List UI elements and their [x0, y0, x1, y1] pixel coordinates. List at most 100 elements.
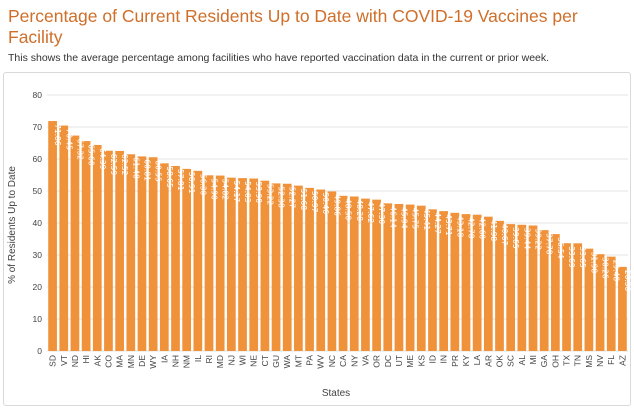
data-label: 53.22 — [265, 184, 274, 206]
data-label: 50.97 — [310, 191, 319, 213]
data-label: 47.30 — [377, 203, 386, 225]
y-tick-label: 60 — [33, 154, 43, 164]
bar-sc — [506, 224, 516, 351]
bar-il — [193, 170, 203, 351]
data-label: 62.59 — [109, 154, 118, 176]
data-label: 49.86 — [332, 194, 341, 216]
bar-ga — [539, 230, 549, 351]
bar-tn — [573, 243, 583, 351]
data-label: 48.50 — [344, 199, 353, 221]
x-tick-label: PR — [450, 355, 460, 367]
x-tick-label: KY — [461, 355, 471, 367]
y-tick-label: 50 — [33, 186, 43, 196]
x-tick-label: CA — [338, 355, 348, 367]
data-label: 42.78 — [466, 217, 475, 239]
x-tick-label: AK — [92, 355, 102, 367]
x-tick-label: LA — [472, 355, 482, 366]
bar-la — [472, 214, 482, 351]
bar-ky — [461, 214, 471, 351]
bar-nd — [70, 135, 80, 351]
data-label: 56.91 — [187, 172, 196, 194]
x-tick-label: IA — [159, 355, 169, 363]
data-label: 43.71 — [444, 214, 453, 236]
data-label: 40.67 — [500, 224, 509, 246]
data-label: 45.75 — [411, 208, 420, 230]
bar-oh — [551, 234, 560, 351]
y-tick-label: 10 — [33, 314, 43, 324]
bar-wa — [282, 183, 292, 351]
bar-ms — [584, 248, 594, 351]
data-label: 48.28 — [355, 200, 364, 222]
bar-ok — [495, 220, 504, 351]
x-tick-label: MN — [126, 355, 136, 368]
x-tick-label: MI — [528, 355, 538, 364]
bar-wy — [148, 157, 158, 351]
data-label: 47.62 — [366, 202, 375, 224]
y-tick-label: 0 — [37, 346, 42, 356]
x-tick-label: NJ — [226, 355, 236, 365]
bar-mi — [528, 225, 538, 351]
x-tick-label: OK — [495, 355, 505, 368]
data-label: 54.82 — [221, 179, 230, 201]
x-tick-label: MT — [293, 355, 303, 367]
y-axis-ticks: 0 10 20 30 40 50 60 70 80 — [33, 90, 43, 356]
chart-title: Percentage of Current Residents Up to Da… — [8, 6, 578, 47]
bar-de — [137, 156, 147, 351]
x-tick-label: KS — [416, 355, 426, 367]
data-label: 52.38 — [277, 186, 286, 208]
bar-tx — [562, 243, 571, 351]
x-tick-label: MA — [115, 355, 125, 368]
x-tick-label: DE — [137, 355, 147, 367]
data-label: 54.03 — [243, 181, 252, 203]
x-tick-label: NV — [595, 355, 605, 367]
x-tick-label: GA — [539, 355, 549, 368]
bar-ak — [92, 144, 102, 351]
x-tick-label: DC — [383, 355, 393, 367]
y-tick-label: 30 — [33, 250, 43, 260]
bar-ma — [115, 150, 124, 351]
x-tick-label: IN — [439, 355, 449, 364]
data-label: 42.60 — [478, 218, 487, 240]
y-tick-label: 40 — [33, 218, 43, 228]
x-tick-label: ID — [427, 355, 437, 364]
data-label: 31.98 — [589, 252, 598, 274]
x-tick-label: CO — [103, 355, 113, 368]
data-label: 53.90 — [254, 182, 263, 204]
data-label: 45.41 — [422, 209, 431, 231]
bars — [48, 121, 627, 351]
bar-dc — [383, 203, 393, 351]
x-tick-label: PA — [305, 355, 315, 366]
bar-co — [104, 150, 113, 351]
data-label: 33.65 — [578, 246, 587, 268]
x-tick-label: TX — [562, 355, 572, 366]
data-label: 44.27 — [433, 212, 442, 234]
data-label: 39.22 — [534, 228, 543, 250]
data-label: 39.44 — [522, 228, 531, 250]
x-tick-label: WV — [316, 355, 326, 369]
bar-id — [428, 209, 437, 351]
data-label: 36.54 — [556, 237, 565, 259]
data-label: 50.46 — [321, 193, 330, 215]
x-tick-label: WY — [148, 355, 158, 369]
data-label: 54.17 — [232, 181, 241, 203]
x-tick-label: OR — [372, 355, 382, 368]
x-tick-label: MS — [584, 355, 594, 368]
bar-nc — [327, 191, 337, 351]
bar-ri — [204, 175, 214, 351]
bar-ks — [416, 205, 426, 351]
y-axis-label: % of Residents Up to Date — [7, 166, 18, 284]
bar-ia — [159, 163, 169, 351]
bar-nm — [182, 168, 192, 351]
data-label: 43.18 — [455, 216, 464, 238]
y-tick-label: 80 — [33, 90, 43, 100]
data-label: 51.68 — [299, 189, 308, 211]
bar-me — [405, 204, 415, 351]
x-tick-label: VA — [360, 355, 370, 366]
x-axis-label: States — [322, 388, 350, 399]
data-label: 58.65 — [165, 166, 174, 188]
x-tick-label: AZ — [617, 355, 627, 366]
bar-wv — [316, 189, 326, 351]
data-label: 61.48 — [131, 157, 140, 179]
y-tick-label: 20 — [33, 282, 43, 292]
